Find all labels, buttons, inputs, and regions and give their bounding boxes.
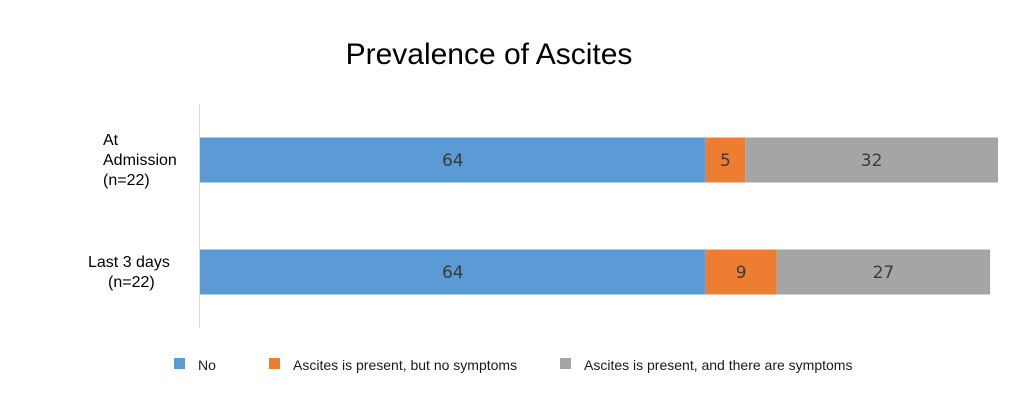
data-label: 32 bbox=[861, 151, 883, 171]
legend-swatch bbox=[174, 358, 185, 369]
legend-swatch bbox=[560, 358, 571, 369]
category-label-line: (n=22) bbox=[108, 274, 155, 291]
legend-swatch bbox=[269, 358, 280, 369]
bar-segment bbox=[705, 137, 746, 183]
category-label: At Admission (n=22) bbox=[103, 132, 177, 189]
data-label: 9 bbox=[736, 263, 747, 283]
category-label-line: Admission bbox=[103, 152, 177, 169]
legend: No Ascites is present, but no symptoms Asc… bbox=[174, 357, 852, 373]
data-label: 64 bbox=[442, 151, 464, 171]
legend-label: Ascites is present, and there are sympto… bbox=[584, 357, 852, 373]
bar-segment bbox=[200, 249, 706, 295]
category-label: Last 3 days (n=22) bbox=[88, 254, 170, 291]
bars-layer: 64 5 32 64 9 27 bbox=[200, 137, 998, 295]
chart-title: Prevalence of Ascites bbox=[346, 38, 633, 71]
category-label-line: (n=22) bbox=[103, 172, 150, 189]
bar-segment bbox=[200, 137, 706, 183]
legend-label: No bbox=[198, 357, 216, 373]
bar-segment bbox=[705, 249, 777, 295]
bar-segment bbox=[745, 137, 998, 183]
bar-segment bbox=[776, 249, 991, 295]
data-label: 27 bbox=[873, 263, 895, 283]
category-label-line: Last 3 days bbox=[88, 254, 170, 271]
data-label: 64 bbox=[442, 263, 464, 283]
data-label: 5 bbox=[720, 151, 731, 171]
legend-label: Ascites is present, but no symptoms bbox=[293, 357, 517, 373]
category-label-line: At bbox=[103, 132, 119, 149]
category-labels: At Admission (n=22) Last 3 days (n=22) bbox=[88, 132, 177, 291]
